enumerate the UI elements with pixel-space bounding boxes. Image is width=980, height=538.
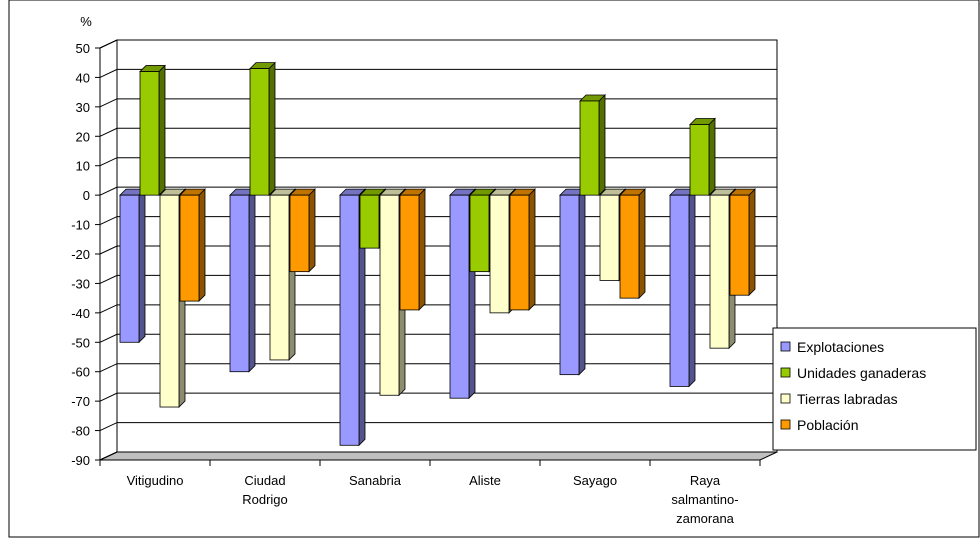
x-tick-label: Aliste [469,473,501,488]
gridline [99,392,777,402]
bar-poblaci-n [179,194,200,302]
gridlines [99,39,777,461]
y-tick-label: -30 [71,276,90,291]
gridline [99,304,777,314]
y-tick-label: 30 [76,100,90,115]
bar-unidades-ganaderas [359,194,380,249]
bar-unidades-ganaderas [689,124,710,196]
legend-swatch [780,341,791,352]
bar-explotaciones [669,194,690,387]
gridline [99,39,777,49]
bar-explotaciones [559,194,580,376]
bar-explotaciones [229,194,250,373]
bar-unidades-ganaderas [249,68,270,196]
bar-side [708,117,716,197]
y-tick-label: 50 [76,41,90,56]
bar-tierras-labradas [709,194,730,349]
gridline [99,98,777,108]
gridline [99,274,777,284]
bar-poblaci-n [509,194,530,311]
floor [99,451,778,461]
legend: Explotaciones Unidades ganaderas Tierras l… [772,327,977,451]
gridline [99,127,777,137]
bar-side [198,188,206,303]
x-tick-label: Raya salmantino-zamorana [671,473,738,526]
bar-explotaciones [449,194,470,399]
legend-label: Unidades ganaderas [797,365,926,381]
bar-poblaci-n [289,194,310,273]
bar-explotaciones [119,194,140,343]
bar-tierras-labradas [269,194,290,361]
bar-poblaci-n [729,194,750,296]
y-tick-label: -20 [71,247,90,262]
y-tick-label: -10 [71,218,90,233]
gridline [99,422,777,432]
bar-side [688,188,696,388]
gridline [99,333,777,343]
legend-swatch [780,419,791,430]
y-tick-label: -70 [71,394,90,409]
gridline [99,451,777,461]
bar-tierras-labradas [159,194,180,408]
gridline [99,157,777,167]
bar-explotaciones [339,194,360,446]
y-tick-label: -50 [71,335,90,350]
bar-unidades-ganaderas [469,194,490,273]
axes [95,47,761,466]
bar-poblaci-n [619,194,640,299]
bar-side [638,188,646,300]
legend-box [772,327,977,451]
gridline [99,68,777,78]
gridline [99,245,777,255]
legend-swatch [780,367,791,378]
bar-unidades-ganaderas [139,71,160,196]
bar-side [578,188,586,376]
bar-unidades-ganaderas [579,100,600,196]
gridline [99,216,777,226]
x-tick-label: Vitigudino [127,473,184,488]
bar-side [748,188,756,297]
legend-label: Tierras labradas [797,391,898,407]
legend-swatch [780,393,791,404]
bar-poblaci-n [399,194,420,311]
y-tick-label: -40 [71,306,90,321]
bar-tierras-labradas [599,194,620,281]
y-tick-label: 20 [76,129,90,144]
tick-labels: -90 -80 -70 -60 -50 -40 -30 -20 -10 0 10 20 30 40 50 Vi… [71,41,738,526]
y-tick-label: -60 [71,365,90,380]
legend-label: Población [797,417,859,433]
bar-side [138,188,146,344]
y-tick-label: -90 [71,453,90,468]
y-tick-label: 40 [76,70,90,85]
bar-series [119,61,756,447]
bar-tierras-labradas [489,194,510,314]
x-tick-label: Ciudad Rodrigo [242,473,288,507]
x-tick-label: Sanabria [349,473,402,488]
bar-side [248,188,256,373]
y-tick-label: 0 [83,188,90,203]
bar-side [268,61,276,197]
legend-label: Explotaciones [797,339,884,355]
bar-side [598,94,606,197]
y-tick-label: -80 [71,424,90,439]
bar-side [158,64,166,197]
bar-side [418,188,426,311]
y-axis-label: % [80,14,92,29]
gridline [99,186,777,196]
bar-tierras-labradas [379,194,400,396]
bar-side [528,188,536,311]
y-tick-label: 10 [76,159,90,174]
bar-side [308,188,316,273]
gridline [99,363,777,373]
x-tick-label: Sayago [573,473,617,488]
